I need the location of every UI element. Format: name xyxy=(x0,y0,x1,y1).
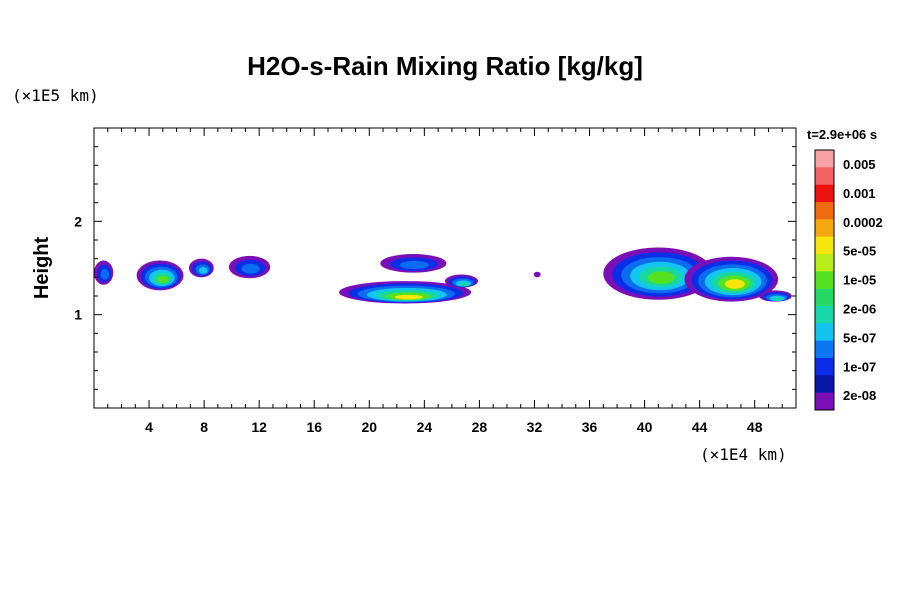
colorbar-swatch xyxy=(815,167,834,185)
colorbar-swatch xyxy=(815,150,834,168)
contour-level-5e-07 xyxy=(241,263,260,274)
colorbar-swatch xyxy=(815,202,834,220)
contour-level-1e-05 xyxy=(459,282,469,287)
rain-cell-6 xyxy=(380,254,447,273)
x-tick-label: 4 xyxy=(145,419,153,435)
rain-cell-8 xyxy=(533,271,541,278)
colorbar-label: 0.0002 xyxy=(843,215,883,230)
colorbar-label: 5e-07 xyxy=(843,330,876,345)
colorbar-swatch xyxy=(815,184,834,203)
contour-level-0.0002 xyxy=(394,294,423,300)
colorbar-label: 2e-06 xyxy=(843,302,876,317)
x-tick-label: 28 xyxy=(472,419,488,435)
plot-frame xyxy=(93,127,797,409)
contour-level-5e-07 xyxy=(399,260,430,270)
colorbar-label: 2e-08 xyxy=(843,388,876,403)
colorbar-swatch xyxy=(815,288,834,307)
x-tick-label: 48 xyxy=(747,419,763,435)
contour-level-5e-07 xyxy=(100,268,110,280)
colorbar-label: 1e-05 xyxy=(843,273,876,288)
y-axis-unit: (×1E5 km) xyxy=(12,86,99,105)
colorbar: 0.005 0.001 0.0002 5e-05 1e-05 2e-06 5e-07 1e-0… xyxy=(814,149,883,411)
rain-cell-11 xyxy=(758,290,792,302)
colorbar-label: 0.005 xyxy=(843,157,876,172)
colorbar-swatch xyxy=(815,323,834,341)
rain-cell-7 xyxy=(445,274,479,288)
colorbar-label: 1e-07 xyxy=(843,359,876,374)
colorbar-label: 0.001 xyxy=(843,186,876,201)
x-tick-label: 24 xyxy=(417,419,433,435)
y-tick-label: 1 xyxy=(74,307,82,323)
contour-level-2e-06 xyxy=(198,267,208,274)
x-tick-label: 12 xyxy=(251,419,267,435)
colorbar-swatch xyxy=(815,375,834,393)
contour-level-0.0002 xyxy=(725,279,745,289)
contour-level-5e-05 xyxy=(157,275,169,284)
rain-cell-2 xyxy=(136,260,184,291)
rain-cell-5 xyxy=(339,281,472,304)
rain-cell-4 xyxy=(228,255,271,279)
rain-cell-9 xyxy=(603,247,714,300)
contour-level-1e-05 xyxy=(773,297,783,301)
colorbar-swatch xyxy=(815,254,834,272)
x-tick-label: 8 xyxy=(200,419,208,435)
x-tick-label: 20 xyxy=(362,419,378,435)
colorbar-swatch xyxy=(815,236,834,255)
contour-field xyxy=(94,247,792,304)
colorbar-label: 5e-05 xyxy=(843,244,876,259)
rain-cell-10 xyxy=(684,256,779,302)
x-axis-unit: (×1E4 km) xyxy=(700,445,787,464)
y-axis-label: Height xyxy=(31,237,53,300)
rain-cell-1 xyxy=(94,260,114,285)
colorbar-swatch xyxy=(815,306,834,324)
x-tick-label: 36 xyxy=(582,419,598,435)
colorbar-frame xyxy=(814,149,835,411)
time-label: t=2.9e+06 s xyxy=(807,127,877,142)
chart-title: H2O-s-Rain Mixing Ratio [kg/kg] xyxy=(247,51,643,81)
x-tick-label: 44 xyxy=(692,419,708,435)
colorbar-swatch xyxy=(815,340,834,359)
x-tick-label: 40 xyxy=(637,419,653,435)
colorbar-swatch xyxy=(815,219,834,237)
colorbar-swatch xyxy=(815,358,834,376)
y-tick-label: 2 xyxy=(74,213,82,229)
colorbar-swatch xyxy=(815,392,834,411)
contour-level-2e-08 xyxy=(533,271,541,278)
rain-cell-3 xyxy=(188,258,214,278)
colorbar-swatch xyxy=(815,271,834,289)
x-tick-label: 32 xyxy=(527,419,543,435)
x-tick-label: 16 xyxy=(306,419,322,435)
contour-level-5e-05 xyxy=(648,271,675,284)
